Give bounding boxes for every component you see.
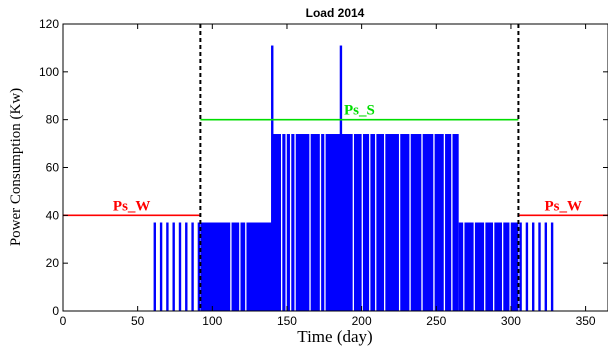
load-gap — [352, 134, 354, 311]
load-spike — [339, 45, 343, 312]
y-tick-label: 40 — [46, 208, 60, 222]
load-gap — [501, 222, 504, 311]
load-gap — [361, 134, 363, 311]
load-gap — [230, 222, 232, 311]
load-gap — [319, 134, 322, 311]
load-gap — [421, 134, 423, 311]
load-spike — [271, 45, 274, 312]
load-bar — [197, 222, 201, 311]
y-tick-label: 100 — [39, 65, 59, 79]
load-gap — [484, 222, 486, 311]
load-segment-2 — [200, 222, 273, 311]
load-gap — [473, 222, 475, 311]
load-segment-3 — [272, 134, 459, 311]
load-gap — [294, 134, 296, 311]
threshold-label: Ps_W — [113, 198, 151, 214]
load-gap — [369, 134, 371, 311]
reference-lines — [63, 24, 608, 311]
load-gap — [239, 222, 241, 311]
load-gap — [285, 134, 287, 311]
load-gap — [443, 134, 446, 311]
x-tick-label: 300 — [501, 314, 521, 328]
load-bar — [172, 222, 175, 311]
x-tick-label: 150 — [277, 314, 297, 328]
load-bar — [191, 222, 194, 311]
load-bar — [550, 222, 554, 311]
threshold-labels: Ps_W Ps_S Ps_W — [113, 103, 582, 215]
y-tick-label: 20 — [46, 256, 60, 270]
load-bar — [538, 222, 541, 311]
threshold-label: Ps_W — [544, 198, 582, 214]
x-tick-label: 200 — [352, 314, 372, 328]
y-tick-label: 60 — [46, 161, 60, 175]
load-gap — [451, 134, 453, 311]
load-gap — [433, 134, 435, 311]
load-bar — [166, 222, 169, 311]
x-tick-label: 350 — [576, 314, 596, 328]
load-gap — [509, 222, 511, 311]
chart-title: Load 2014 — [306, 6, 365, 20]
load-segment-4 — [458, 222, 519, 311]
load-bar — [178, 222, 182, 311]
y-tick-label: 80 — [46, 113, 60, 127]
load-gap — [409, 134, 411, 311]
load-gap — [309, 134, 311, 311]
y-tick-label: 0 — [52, 304, 59, 318]
load-gap — [463, 222, 465, 311]
x-tick-label: 50 — [131, 314, 145, 328]
load-segment-5 — [519, 222, 554, 311]
load-gap — [493, 222, 495, 311]
load-gap — [398, 134, 401, 311]
bar-series — [153, 45, 554, 312]
load-segment-1 — [153, 222, 201, 311]
load-gap — [375, 134, 377, 311]
load-bar — [185, 222, 188, 311]
load-bar — [544, 222, 548, 311]
load-gap — [289, 134, 292, 311]
x-axis-label: Time (day) — [297, 327, 372, 346]
load-gap — [324, 134, 326, 311]
x-tick-label: 100 — [202, 314, 222, 328]
load-bar — [159, 222, 163, 311]
load-gap — [281, 134, 283, 311]
load-gap — [384, 134, 386, 311]
axis-ticks: 0 50 100 150 200 250 300 350 0 20 40 60 80 100 120 — [39, 17, 608, 328]
load-bar — [153, 222, 156, 311]
y-tick-label: 120 — [39, 17, 59, 31]
load-gap — [245, 222, 247, 311]
y-axis-label: Power Consumption (Kw) — [8, 88, 24, 246]
threshold-label: Ps_S — [344, 103, 375, 119]
load-bar — [532, 222, 535, 311]
x-tick-label: 250 — [426, 314, 446, 328]
x-tick-label: 0 — [60, 314, 67, 328]
load-bar — [519, 222, 522, 311]
load-bar — [525, 222, 529, 311]
